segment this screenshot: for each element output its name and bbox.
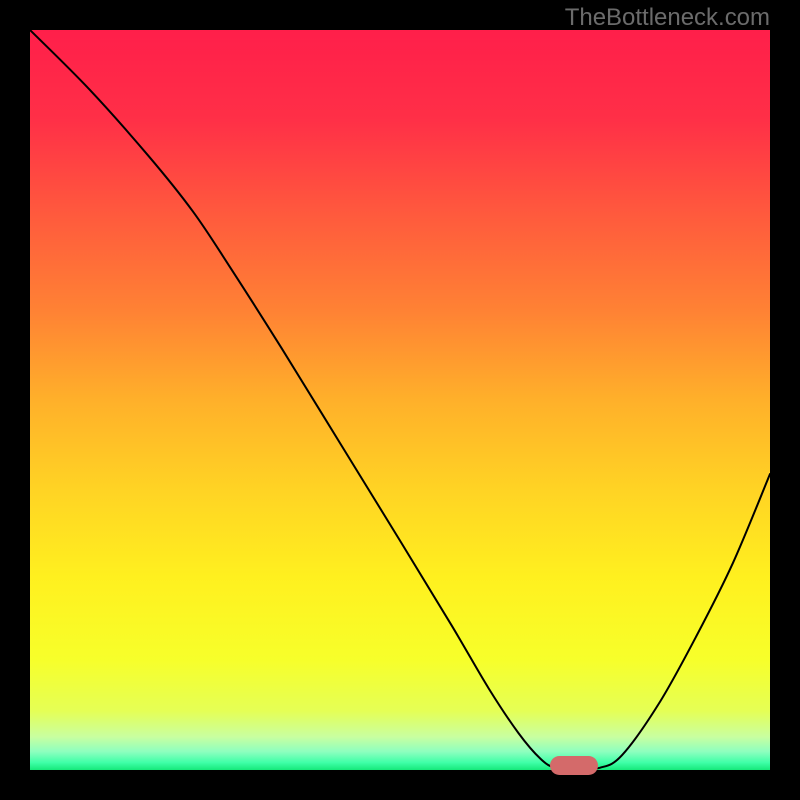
chart-frame: TheBottleneck.com (0, 0, 800, 800)
bottleneck-curve (30, 30, 770, 770)
plot-area (30, 30, 770, 770)
watermark-text: TheBottleneck.com (565, 4, 770, 32)
optimal-point-marker (550, 756, 598, 775)
